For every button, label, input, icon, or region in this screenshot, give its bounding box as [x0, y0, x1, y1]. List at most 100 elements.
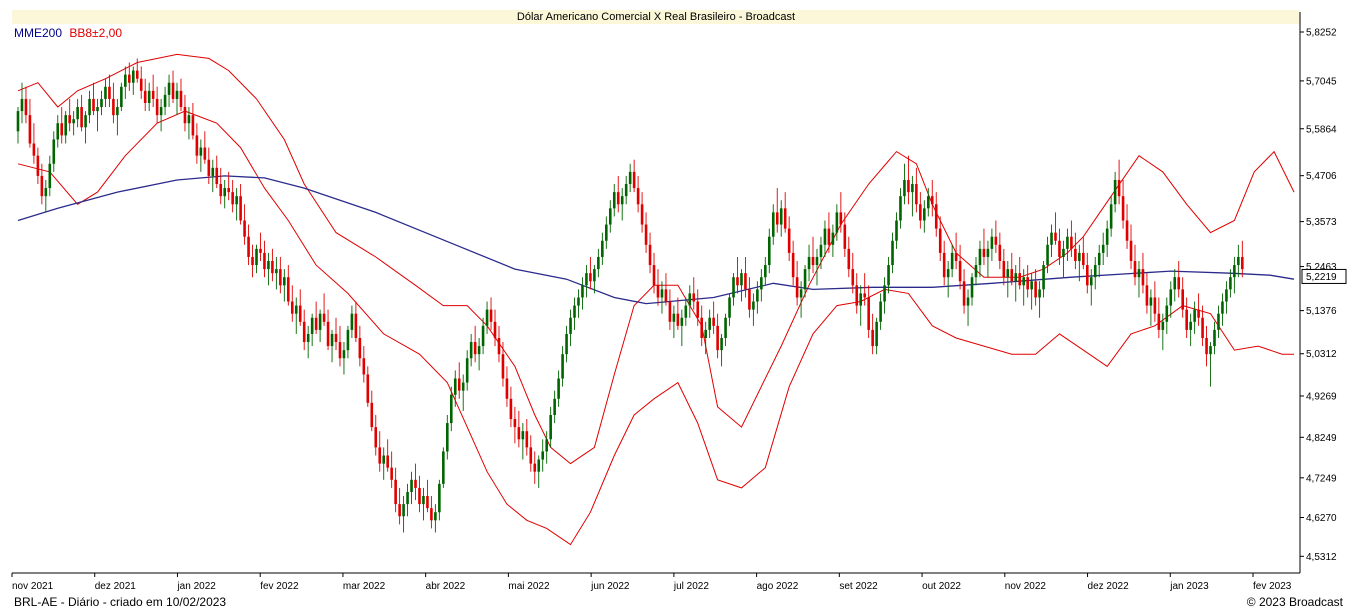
candle-body	[446, 423, 449, 452]
candle-body	[426, 496, 429, 509]
candle-body	[676, 313, 680, 326]
candle-body	[1014, 273, 1018, 282]
candle-body	[966, 297, 970, 306]
candle-body	[712, 317, 715, 326]
candle-body	[561, 354, 564, 379]
y-tick-label: 5,1376	[1306, 306, 1337, 317]
candle-body	[533, 463, 537, 472]
candle-body	[974, 265, 978, 278]
candle-body	[764, 265, 767, 278]
candle-body	[700, 317, 704, 338]
candle-body	[159, 107, 163, 116]
candle-body	[259, 248, 262, 253]
candle-body	[648, 244, 652, 266]
candle-body	[954, 252, 958, 262]
candle-body	[696, 301, 700, 318]
candle-body	[20, 98, 24, 112]
candle-body	[1209, 346, 1212, 355]
candle-body	[434, 512, 437, 521]
candle-body	[982, 248, 986, 257]
candle-body	[811, 256, 815, 266]
candle-body	[934, 204, 938, 229]
candle-body	[962, 281, 966, 306]
candle-body	[557, 378, 560, 399]
candle-body	[1010, 269, 1014, 282]
candle-body	[120, 86, 123, 108]
candle-body	[521, 431, 525, 440]
candle-body	[1237, 256, 1240, 266]
candle-body	[283, 277, 286, 286]
candle-body	[223, 188, 227, 197]
candle-body	[660, 289, 664, 298]
candle-body	[1121, 196, 1125, 221]
candle-body	[28, 115, 32, 144]
candle-body	[147, 90, 151, 103]
candle-body	[656, 285, 660, 298]
candle-body	[112, 98, 115, 116]
candle-body	[1058, 240, 1061, 257]
candle-body	[736, 277, 739, 286]
moving-average	[17, 175, 1295, 305]
candle-body	[744, 273, 747, 290]
candle-body	[899, 196, 902, 221]
candle-body	[573, 305, 576, 318]
candle-body	[350, 313, 354, 330]
bollinger-bands	[17, 53, 1295, 546]
last-value-marker: 5,2219	[1301, 268, 1347, 284]
candle-body	[477, 346, 481, 355]
candle-body	[1030, 281, 1033, 290]
chart-title: Dólar Americano Comercial X Real Brasile…	[516, 11, 796, 23]
candle-body	[1078, 252, 1081, 262]
bb-lower-line	[17, 110, 1294, 546]
title-bar	[12, 10, 1300, 24]
candle-body	[541, 451, 545, 460]
last-value-label: 5,2219	[1306, 272, 1337, 283]
candle-body	[787, 228, 791, 253]
candle-body	[1153, 297, 1157, 314]
candle-body	[923, 208, 926, 221]
candle-body	[1221, 301, 1224, 314]
candle-body	[815, 256, 819, 266]
candle-body	[430, 508, 433, 521]
candle-body	[362, 358, 366, 375]
candle-body	[823, 228, 827, 245]
candle-body	[64, 115, 68, 136]
candle-body	[457, 378, 461, 391]
legend: MME200 BB8±2,00	[14, 26, 122, 40]
candle-body	[875, 321, 878, 347]
candle-body	[819, 244, 823, 257]
candle-body	[803, 269, 807, 290]
candle-body	[187, 115, 191, 124]
y-tick-label: 4,8249	[1306, 433, 1337, 444]
y-tick-label: 4,6270	[1306, 513, 1337, 524]
x-axis: nov 2021 dez 2021 jan 2022 fev 2022 mar 2022…	[11, 573, 1292, 592]
candle-body	[382, 455, 386, 464]
y-tick-label: 5,3573	[1306, 217, 1337, 228]
candle-body	[406, 491, 409, 505]
candle-body	[80, 107, 83, 128]
candle-body	[748, 289, 751, 310]
y-tick-label: 4,5312	[1306, 552, 1337, 563]
candle-body	[636, 188, 640, 205]
candle-body	[108, 86, 111, 99]
candle-body	[48, 163, 52, 189]
candle-body	[605, 224, 608, 241]
candle-body	[116, 107, 119, 116]
candle-body	[915, 184, 918, 205]
candle-body	[839, 212, 843, 225]
candle-body	[175, 90, 179, 99]
candle-body	[1229, 277, 1232, 290]
candle-body	[537, 459, 541, 472]
candle-body	[688, 293, 692, 306]
x-tick-label: jan 2022	[176, 581, 216, 592]
x-tick-label: ago 2022	[757, 581, 799, 592]
candle-body	[32, 143, 36, 156]
candle-body	[139, 78, 143, 91]
x-tick-label: jun 2022	[590, 581, 630, 592]
candle-body	[52, 139, 56, 164]
candle-body	[1026, 277, 1029, 290]
candle-body	[179, 90, 183, 108]
candle-body	[950, 252, 954, 270]
candle-body	[911, 184, 914, 193]
